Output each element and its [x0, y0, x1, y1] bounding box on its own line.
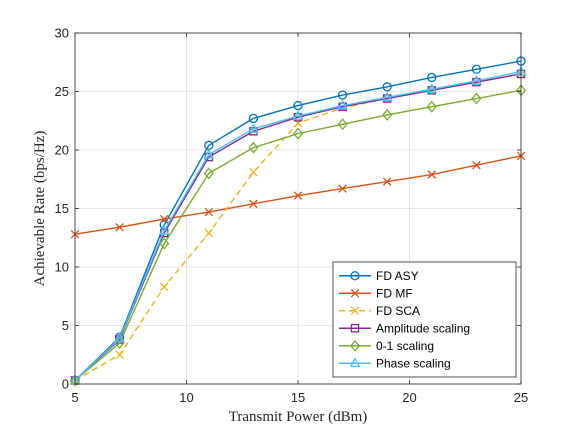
legend-label: FD SCA	[376, 304, 420, 318]
data-point	[382, 108, 393, 121]
data-point	[203, 167, 214, 180]
data-point	[115, 350, 124, 360]
data-point	[382, 177, 392, 186]
data-point	[382, 82, 392, 92]
series-layer	[69, 56, 527, 387]
data-point	[114, 332, 125, 343]
data-point	[471, 92, 482, 105]
series-2	[70, 151, 526, 239]
data-point	[426, 83, 438, 94]
x-tick-label: 10	[179, 390, 193, 405]
data-point	[115, 222, 124, 232]
y-tick-label: 10	[55, 260, 69, 275]
data-point	[158, 224, 170, 235]
data-point	[159, 282, 169, 292]
legend-entry: Phase scaling	[339, 356, 451, 370]
data-point	[293, 191, 303, 200]
legend-entry: FD SCA	[339, 304, 420, 318]
y-tick-label: 5	[62, 318, 69, 333]
series-line	[74, 70, 522, 381]
x-tick-label: 20	[402, 390, 416, 405]
legend-marker	[350, 323, 360, 333]
legend-entry: FD ASY	[339, 269, 419, 283]
series-line	[74, 60, 522, 381]
x-tick-label: 25	[514, 390, 528, 405]
legend-marker	[349, 339, 361, 352]
data-point	[159, 237, 170, 250]
y-tick-label: 15	[55, 201, 69, 216]
data-point	[471, 74, 482, 85]
y-tick-label: 25	[55, 84, 69, 99]
y-tick-label: 20	[55, 143, 69, 158]
data-point	[337, 118, 348, 131]
data-point	[69, 374, 81, 387]
series-line	[74, 73, 522, 382]
data-point	[292, 110, 304, 120]
data-point	[427, 170, 437, 179]
data-point	[249, 167, 258, 177]
y-tick-label: 30	[55, 26, 69, 41]
legend-label: Phase scaling	[376, 356, 451, 370]
x-tick-label: 15	[291, 390, 305, 405]
legend-label: FD MF	[376, 286, 413, 300]
data-point	[472, 160, 481, 170]
legend-entry: Amplitude scaling	[339, 321, 470, 335]
legend-entry: 0-1 scaling	[339, 339, 434, 353]
data-point	[204, 207, 214, 217]
y-tick-label: 0	[62, 377, 69, 392]
data-point	[292, 127, 304, 140]
data-point	[337, 99, 348, 110]
data-point	[248, 122, 259, 133]
data-point	[338, 184, 347, 193]
legend-label: 0-1 scaling	[376, 339, 434, 353]
legend-entry: FD MF	[339, 286, 413, 300]
legend-marker	[350, 306, 360, 316]
legend-label: Amplitude scaling	[376, 321, 470, 335]
data-point	[293, 100, 303, 111]
legend-marker	[349, 357, 361, 368]
x-axis-label: Transmit Power (dBm)	[229, 409, 368, 425]
data-point	[248, 141, 259, 154]
legend-marker	[350, 288, 360, 298]
data-point	[427, 72, 437, 83]
data-point	[249, 199, 258, 209]
data-point	[203, 148, 215, 159]
data-point	[204, 228, 214, 238]
series-6	[69, 65, 527, 385]
data-point	[159, 214, 169, 224]
legend-label: FD ASY	[376, 269, 419, 283]
legend-box	[332, 261, 517, 378]
x-tick-label: 5	[71, 390, 78, 405]
data-point	[426, 100, 437, 113]
data-point	[337, 90, 348, 100]
y-axis-label: Achievable Rate (bps/Hz)	[32, 131, 48, 287]
series-line	[74, 89, 522, 382]
legend: FD ASY FD MF FD SCA Amplitude scaling 0-1 sc…	[332, 261, 517, 378]
data-point	[471, 64, 482, 74]
data-point	[248, 113, 259, 124]
data-point	[381, 91, 393, 102]
legend-marker	[350, 271, 360, 281]
